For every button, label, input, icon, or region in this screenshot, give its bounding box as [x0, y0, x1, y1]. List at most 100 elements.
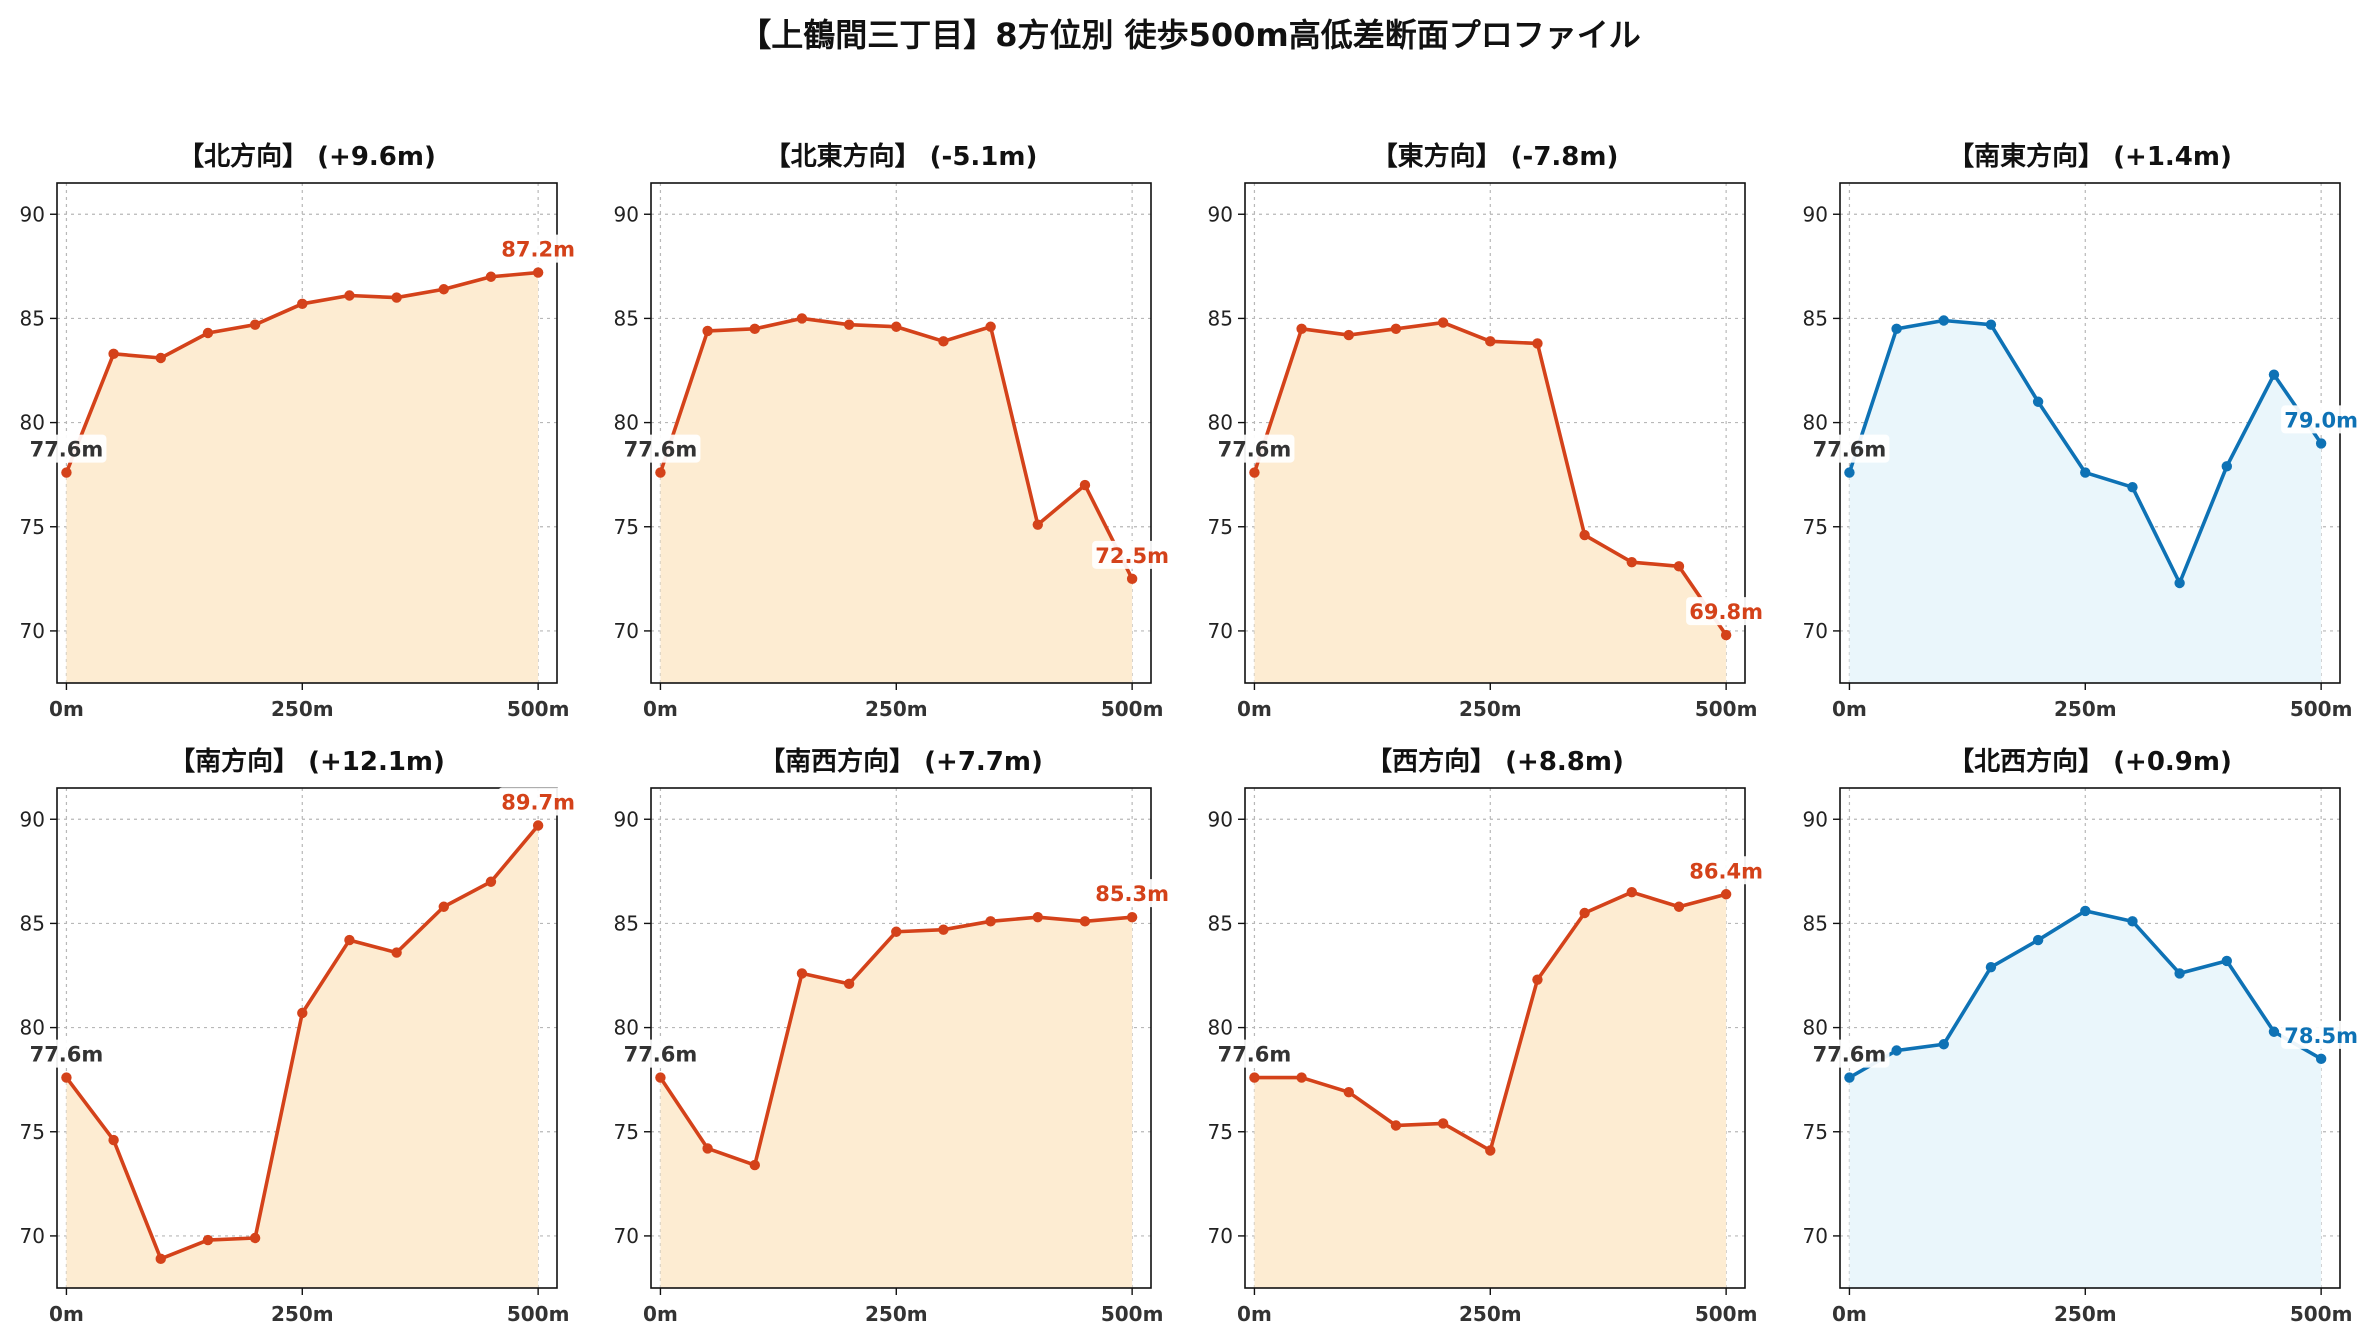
- panel-title: 【北西方向】 (+0.9m): [1948, 746, 2232, 777]
- start-label-bg: [620, 434, 701, 463]
- y-tick-label: 85: [20, 911, 45, 935]
- y-tick-label: 75: [1803, 1120, 1828, 1144]
- y-tick-label: 75: [1208, 1120, 1233, 1144]
- end-label-bg: [1686, 856, 1767, 885]
- data-point: [155, 1253, 166, 1265]
- x-tick-label: 0m: [1832, 1302, 1867, 1326]
- y-tick-label: 70: [20, 619, 45, 643]
- panel-7: 【西方向】 (+8.8m) 70 75 80 85 90 0m 250m 500m 77.6m 86…: [1208, 746, 1767, 1326]
- y-tick-label: 80: [1803, 411, 1828, 435]
- x-tick-label: 0m: [49, 697, 84, 721]
- data-point: [485, 876, 497, 887]
- data-point: [938, 336, 949, 347]
- data-point: [1891, 1045, 1902, 1056]
- x-tick-label: 250m: [1459, 1302, 1522, 1326]
- data-point: [1844, 1072, 1855, 1083]
- start-elevation-label: 77.6m: [624, 1043, 698, 1067]
- y-tick-label: 90: [1208, 807, 1233, 831]
- y-tick-label: 80: [20, 411, 45, 435]
- data-point: [297, 1007, 308, 1019]
- y-tick-label: 90: [20, 202, 45, 226]
- panels-group: 【北方向】 (+9.6m) 70 75 80 85 90 0m 250m 500m 77.6m 87…: [20, 141, 2362, 1326]
- y-tick-label: 75: [1208, 515, 1233, 539]
- axes-frame: [650, 182, 1152, 684]
- start-label-bg: [1809, 1039, 1890, 1068]
- panel-title: 【東方向】 (-7.8m): [1372, 141, 1619, 172]
- data-point: [1343, 1086, 1354, 1098]
- panel-4: 【南東方向】 (+1.4m) 70 75 80 85 90 0m 250m 500m 77.6m 7…: [1803, 141, 2362, 721]
- panel-title: 【北東方向】 (-5.1m): [765, 141, 1038, 172]
- data-point: [202, 1234, 214, 1246]
- end-elevation-label: 87.2m: [501, 238, 575, 262]
- data-point: [1126, 573, 1138, 585]
- data-point: [1579, 907, 1590, 919]
- y-tick-label: 80: [1208, 411, 1233, 435]
- data-point: [655, 467, 666, 478]
- axes-frame: [56, 182, 558, 684]
- start-label-bg: [1809, 434, 1890, 463]
- data-point: [2080, 467, 2091, 478]
- end-label-bg: [498, 234, 579, 263]
- x-tick-label: 250m: [2054, 697, 2117, 721]
- x-tick-label: 500m: [2290, 1302, 2353, 1326]
- start-elevation-label: 77.6m: [30, 438, 104, 462]
- x-tick-label: 500m: [2290, 697, 2353, 721]
- data-point: [1938, 1039, 1949, 1050]
- start-elevation-label: 77.6m: [1813, 1043, 1887, 1067]
- end-label-bg: [2281, 1020, 2362, 1049]
- y-tick-label: 80: [1208, 1016, 1233, 1040]
- x-tick-label: 0m: [1237, 1302, 1272, 1326]
- y-tick-label: 80: [20, 1016, 45, 1040]
- y-tick-label: 70: [1208, 619, 1233, 643]
- data-point: [1720, 629, 1732, 641]
- y-tick-label: 80: [1803, 1016, 1828, 1040]
- start-elevation-label: 77.6m: [30, 1043, 104, 1067]
- data-point: [202, 327, 214, 339]
- start-label-bg: [1214, 434, 1295, 463]
- data-point: [1891, 323, 1902, 335]
- data-point: [2268, 369, 2280, 380]
- data-point: [1390, 323, 1402, 335]
- data-point: [1532, 974, 1543, 985]
- x-tick-label: 500m: [507, 1302, 570, 1326]
- data-point: [2032, 396, 2044, 407]
- data-point: [1673, 561, 1685, 572]
- data-point: [749, 1159, 760, 1171]
- panel-3: 【東方向】 (-7.8m) 70 75 80 85 90 0m 250m 500m 77.6m 69…: [1208, 141, 1767, 721]
- panel-6: 【南西方向】 (+7.7m) 70 75 80 85 90 0m 250m 500m 77.6m 8…: [614, 746, 1173, 1326]
- panel-1: 【北方向】 (+9.6m) 70 75 80 85 90 0m 250m 500m 77.6m 87…: [20, 141, 579, 721]
- panel-title: 【南東方向】 (+1.4m): [1948, 141, 2232, 172]
- panel-2: 【北東方向】 (-5.1m) 70 75 80 85 90 0m 250m 500m 77.6m 7…: [614, 141, 1173, 721]
- start-elevation-label: 77.6m: [1218, 1043, 1292, 1067]
- x-tick-label: 0m: [643, 697, 678, 721]
- end-label-bg: [1686, 597, 1767, 626]
- x-tick-label: 250m: [1459, 697, 1522, 721]
- x-tick-label: 250m: [2054, 1302, 2117, 1326]
- data-point: [1032, 519, 1043, 530]
- y-tick-label: 90: [1803, 202, 1828, 226]
- x-tick-label: 250m: [865, 1302, 928, 1326]
- data-point: [796, 968, 808, 979]
- end-elevation-label: 85.3m: [1095, 882, 1169, 906]
- y-tick-label: 90: [1803, 807, 1828, 831]
- end-label-bg: [498, 787, 579, 816]
- figure-title: 【上鶴間三丁目】8方位別 徒歩500m高低差断面プロファイル: [739, 16, 1641, 54]
- y-tick-label: 70: [1803, 619, 1828, 643]
- data-point: [1938, 315, 1949, 326]
- data-point: [655, 1072, 666, 1083]
- y-tick-label: 85: [20, 306, 45, 330]
- profile-area: [660, 318, 1133, 683]
- x-tick-label: 250m: [865, 697, 928, 721]
- data-point: [2315, 438, 2327, 449]
- data-point: [344, 290, 355, 301]
- data-point: [485, 271, 497, 282]
- data-point: [2174, 577, 2185, 589]
- y-tick-label: 90: [614, 807, 639, 831]
- data-point: [1437, 1118, 1449, 1129]
- y-tick-label: 85: [1803, 306, 1828, 330]
- data-point: [702, 1143, 713, 1154]
- data-point: [1626, 556, 1637, 568]
- y-tick-label: 90: [20, 807, 45, 831]
- panel-title: 【南方向】 (+12.1m): [169, 746, 445, 777]
